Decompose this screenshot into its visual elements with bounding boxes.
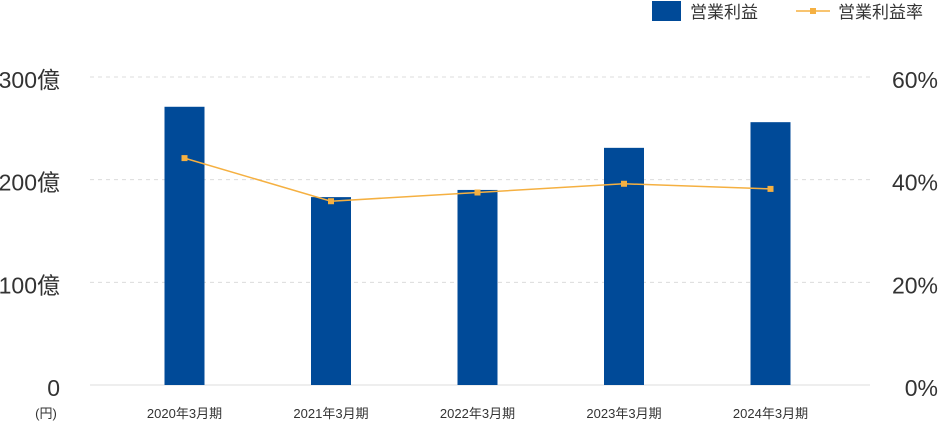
y-right-tick-label: 60% <box>892 67 938 93</box>
y-right-tick-label: 20% <box>892 272 938 298</box>
legend-line-marker <box>810 8 816 14</box>
y-axis-right: 0% 20% 40% 60% <box>892 67 938 401</box>
x-axis: 2020年3月期 2021年3月期 2022年3月期 2023年3月期 2024年3月期 <box>147 406 808 421</box>
line-point <box>621 180 627 187</box>
y-right-tick-label: 40% <box>892 170 938 196</box>
line-point <box>181 155 188 162</box>
x-tick-label: 2023年3月期 <box>586 406 661 421</box>
x-tick-label: 2021年3月期 <box>293 406 368 421</box>
line-point <box>328 198 334 205</box>
bar <box>164 106 205 386</box>
bar <box>604 147 644 385</box>
unit-label: (円) <box>35 406 57 421</box>
line-point <box>767 185 774 192</box>
x-tick-label: 2024年3月期 <box>733 406 808 421</box>
y-left-tick-label: 0 <box>47 375 60 401</box>
legend-bar-swatch <box>652 1 681 21</box>
legend-bar-label: 営業利益 <box>690 3 758 22</box>
x-tick-label: 2020年3月期 <box>147 406 222 421</box>
y-right-tick-label: 0% <box>905 375 938 401</box>
bar <box>750 122 791 385</box>
line-series <box>181 155 774 205</box>
y-axis-left: 0 100億 200億 300億 (円) <box>0 67 60 421</box>
y-left-tick-label: 300億 <box>0 67 60 93</box>
line-point <box>474 189 481 196</box>
x-tick-label: 2022年3月期 <box>440 406 515 421</box>
legend: 営業利益 営業利益率 <box>652 1 923 22</box>
bar-series <box>164 106 791 386</box>
legend-line-label: 営業利益率 <box>838 3 923 22</box>
y-left-tick-label: 100億 <box>0 272 60 298</box>
bar <box>457 189 498 385</box>
y-left-tick-label: 200億 <box>0 170 60 196</box>
bar <box>311 197 351 385</box>
